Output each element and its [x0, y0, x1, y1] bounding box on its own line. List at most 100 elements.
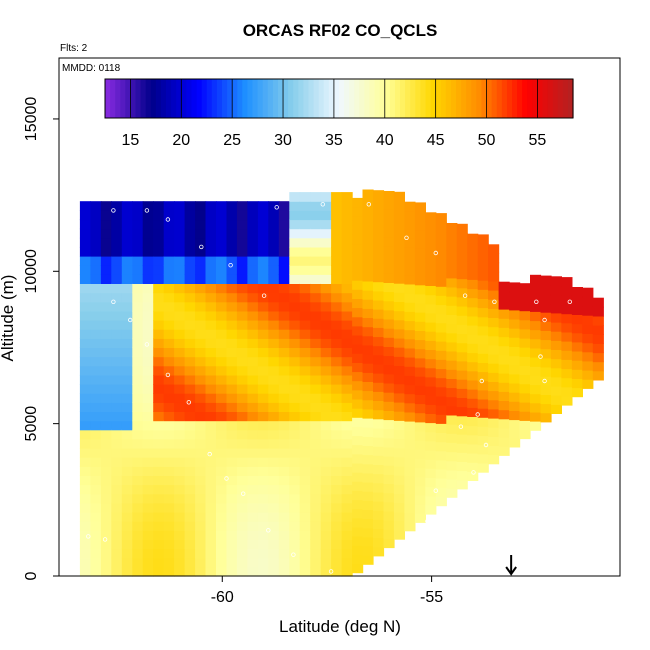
heatmap-cell: [174, 548, 186, 559]
heatmap-cell: [571, 305, 583, 315]
heatmap-cell: [331, 228, 343, 239]
heatmap-cell: [289, 466, 301, 476]
heatmap-cell: [195, 557, 207, 568]
heatmap-cell: [79, 210, 91, 221]
heatmap-cell: [352, 481, 364, 491]
heatmap-cell: [393, 456, 405, 467]
heatmap-cell: [121, 402, 133, 412]
heatmap-cell: [174, 475, 186, 486]
heatmap-cell: [195, 219, 207, 230]
heatmap-cell: [320, 356, 332, 367]
heatmap-cell: [268, 310, 280, 321]
heatmap-cell: [477, 335, 489, 345]
heatmap-cell: [425, 495, 437, 506]
heatmap-cell: [216, 292, 228, 303]
heatmap-cell: [205, 365, 217, 376]
heatmap-cell: [289, 192, 301, 202]
heatmap-cell: [268, 329, 280, 339]
heatmap-cell: [79, 448, 91, 458]
heatmap-cell: [393, 283, 405, 293]
heatmap-cell: [488, 326, 500, 337]
heatmap-cell: [341, 466, 353, 476]
heatmap-cell: [278, 411, 290, 422]
heatmap-cell: [393, 191, 405, 202]
heatmap-cell: [414, 348, 426, 359]
heatmap-cell: [320, 493, 332, 504]
heatmap-cell: [456, 260, 468, 270]
heatmap-cell: [446, 259, 458, 270]
heatmap-cell: [373, 345, 385, 356]
heatmap-cell: [195, 566, 207, 577]
heatmap-cell: [373, 427, 385, 438]
heatmap-cell: [111, 274, 123, 284]
heatmap-cell: [226, 420, 238, 431]
heatmap-cell: [477, 463, 489, 473]
heatmap-cell: [268, 420, 280, 431]
heatmap-cell: [488, 280, 500, 291]
heatmap-cell: [310, 521, 322, 531]
heatmap-cell: [582, 360, 594, 371]
heatmap-cell: [278, 320, 290, 330]
colorbar-segment: [313, 79, 320, 118]
heatmap-cell: [446, 369, 458, 379]
heatmap-cell: [205, 301, 217, 312]
heatmap-cell: [153, 228, 165, 239]
heatmap-cell: [467, 416, 479, 427]
heatmap-cell: [174, 228, 186, 239]
heatmap-cell: [404, 201, 416, 212]
heatmap-cell: [257, 237, 269, 248]
heatmap-cell: [540, 293, 552, 304]
heatmap-cell: [257, 493, 269, 504]
heatmap-cell: [435, 322, 447, 333]
heatmap-cell: [446, 433, 458, 443]
heatmap-cell: [456, 434, 468, 444]
heatmap-cell: [111, 512, 123, 522]
heatmap-cell: [184, 365, 196, 376]
heatmap-cell: [79, 438, 91, 449]
heatmap-cell: [592, 306, 604, 317]
heatmap-cell: [79, 356, 91, 367]
heatmap-cell: [561, 277, 573, 287]
heatmap-cell: [477, 271, 489, 281]
heatmap-cell: [352, 435, 364, 446]
heatmap-cell: [519, 301, 531, 312]
heatmap-cell: [425, 468, 437, 478]
heatmap-cell: [184, 420, 196, 431]
heatmap-cell: [121, 566, 133, 577]
heatmap-cell: [142, 356, 154, 367]
heatmap-cell: [362, 280, 374, 291]
heatmap-cell: [121, 548, 133, 559]
colorbar-segment: [216, 79, 223, 118]
heatmap-cell: [142, 283, 154, 294]
heatmap-cell: [435, 496, 447, 507]
heatmap-cell: [268, 374, 280, 385]
heatmap-cell: [226, 292, 238, 303]
heatmap-cell: [446, 405, 458, 416]
heatmap-cell: [226, 521, 238, 531]
heatmap-cell: [362, 308, 374, 318]
heatmap-cell: [216, 402, 228, 412]
heatmap-cell: [341, 402, 353, 412]
colorbar-segment: [410, 79, 416, 118]
heatmap-cell: [373, 199, 385, 210]
heatmap-cell: [341, 557, 353, 568]
heatmap-cell: [111, 256, 123, 266]
heatmap-cell: [320, 475, 332, 486]
heatmap-cell: [100, 557, 112, 568]
heatmap-cell: [216, 374, 228, 385]
heatmap-cell: [163, 402, 175, 412]
heatmap-cell: [352, 508, 364, 519]
heatmap-cell: [289, 292, 301, 303]
heatmap-cell: [289, 457, 301, 467]
heatmap-cell: [100, 384, 112, 394]
heatmap-cell: [205, 539, 217, 550]
heatmap-cell: [509, 346, 521, 357]
heatmap-cell: [163, 393, 175, 403]
heatmap-cell: [236, 566, 248, 577]
heatmap-cell: [362, 454, 374, 465]
heatmap-cell: [310, 420, 322, 431]
colorbar-segment: [567, 79, 574, 118]
track-point: [261, 293, 267, 298]
heatmap-cell: [184, 347, 196, 358]
heatmap-cell: [247, 411, 259, 422]
